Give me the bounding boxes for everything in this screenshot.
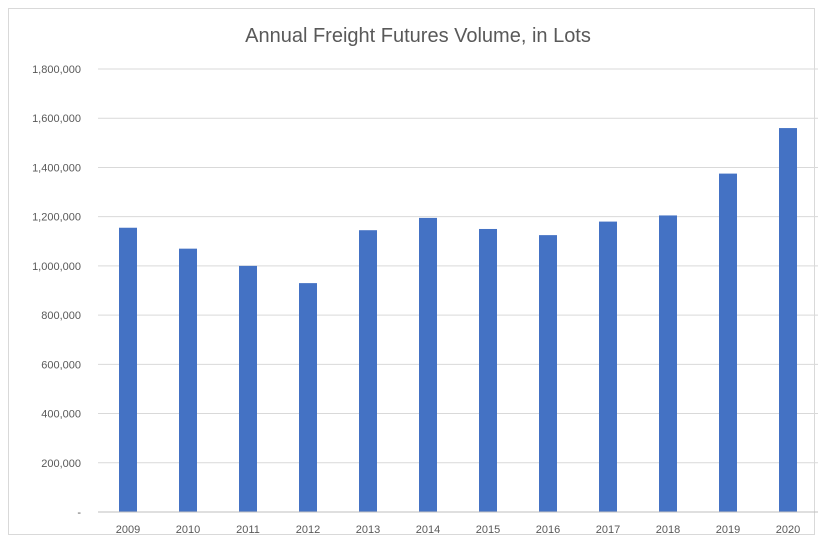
chart-title: Annual Freight Futures Volume, in Lots: [245, 25, 591, 47]
x-tick-label: 2010: [176, 524, 200, 536]
x-tick-label: 2014: [416, 524, 440, 536]
x-tick-label: 2018: [656, 524, 680, 536]
bar-2016: [539, 235, 557, 512]
y-axis-ticks: - 200,000 400,000 600,000 800,000 1,000,000 1,…: [32, 64, 81, 519]
x-tick-label: 2016: [536, 524, 560, 536]
bar-2014: [419, 217, 437, 512]
bars: [119, 128, 797, 513]
y-tick-label: 200,000: [41, 458, 81, 470]
bar-2017: [599, 221, 617, 513]
x-tick-label: 2011: [236, 524, 260, 536]
x-tick-label: 2020: [776, 524, 800, 536]
y-tick-label: 1,800,000: [32, 64, 81, 76]
y-tick-label: 1,000,000: [32, 261, 81, 273]
bar-2009: [119, 227, 137, 512]
x-tick-label: 2017: [596, 524, 620, 536]
bar-2012: [299, 283, 317, 512]
x-tick-label: 2009: [116, 524, 140, 536]
bar-2018: [659, 215, 677, 513]
y-tick-label: -: [77, 507, 81, 519]
x-tick-label: 2019: [716, 524, 740, 536]
bar-2015: [479, 228, 497, 512]
y-tick-label: 1,200,000: [32, 212, 81, 224]
bar-2019: [719, 173, 737, 512]
gridlines: [98, 68, 818, 464]
x-tick-label: 2013: [356, 524, 380, 536]
y-tick-label: 400,000: [41, 409, 81, 421]
y-tick-label: 600,000: [41, 359, 81, 371]
x-tick-label: 2012: [296, 524, 320, 536]
x-axis-ticks: 2009 2010 2011 2012 2013 2014 2015 2016 2017 2018…: [116, 524, 800, 536]
y-tick-label: 1,600,000: [32, 113, 81, 125]
chart-frame: [8, 8, 815, 535]
bar-2013: [359, 230, 377, 513]
x-tick-label: 2015: [476, 524, 500, 536]
bar-2010: [179, 248, 197, 512]
bar-2020: [779, 128, 797, 513]
bar-2011: [239, 265, 257, 512]
y-tick-label: 800,000: [41, 310, 81, 322]
y-tick-label: 1,400,000: [32, 162, 81, 174]
